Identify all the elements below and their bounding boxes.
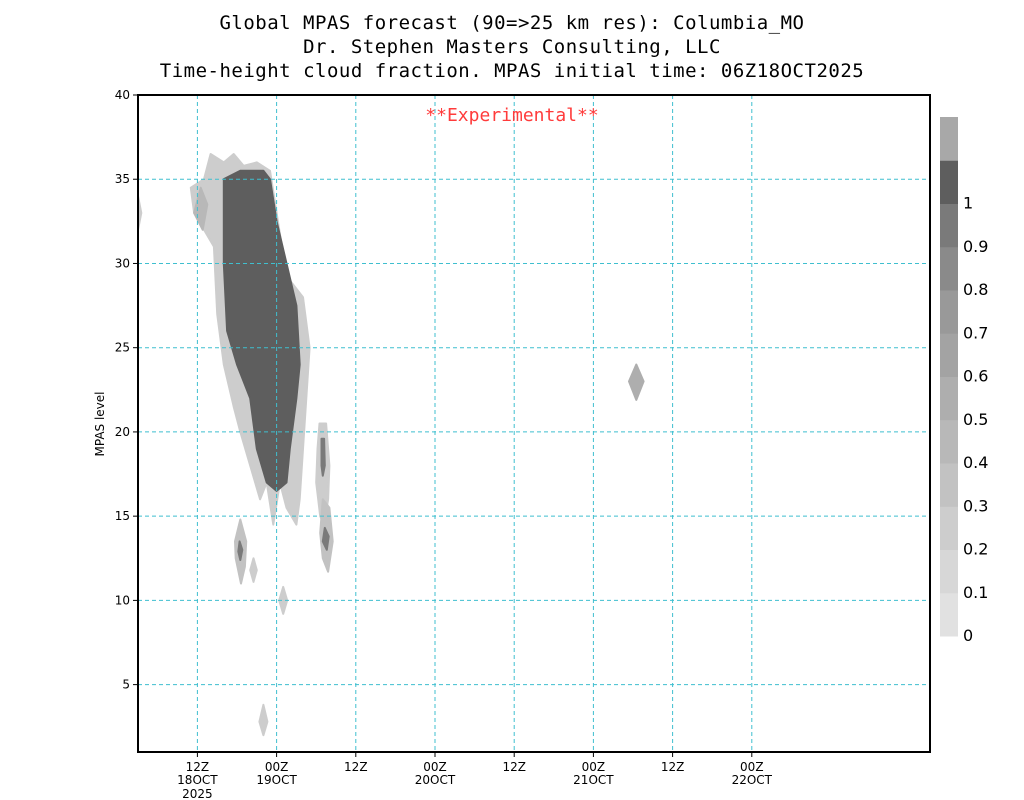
colorbar-label: 0.4 xyxy=(963,453,988,472)
colorbar-swatch xyxy=(940,549,958,594)
chart-title-line-3: Time-height cloud fraction. MPAS initial… xyxy=(159,60,865,82)
x-tick-date-label: 22OCT xyxy=(732,773,773,787)
y-tick-label: 35 xyxy=(115,172,130,186)
cloud-region xyxy=(222,169,301,492)
colorbar-swatch xyxy=(940,592,958,637)
cloud-region xyxy=(193,186,209,231)
x-tick-label: 00Z xyxy=(582,760,606,774)
colorbar-swatch xyxy=(940,506,958,550)
plot-frame xyxy=(137,94,931,753)
grid-lines xyxy=(138,95,930,752)
x-tick-label: 00Z xyxy=(265,760,289,774)
cloud-region xyxy=(249,557,258,583)
colorbar-label: 0.5 xyxy=(963,410,988,429)
y-axis: 5 10 15 20 25 30 35 40 xyxy=(115,88,138,692)
cloud-region xyxy=(320,437,326,477)
cloud-regions xyxy=(137,153,645,737)
colorbar-label: 0.2 xyxy=(963,540,988,559)
colorbar-label: 0.8 xyxy=(963,280,988,299)
colorbar-swatch xyxy=(940,160,958,204)
x-tick-date-label: 21OCT xyxy=(573,773,614,787)
colorbar-label: 1 xyxy=(963,194,973,213)
colorbar-swatch xyxy=(940,333,958,377)
colorbar-swatch xyxy=(940,117,958,161)
x-tick-label: 12Z xyxy=(661,760,685,774)
y-tick-label: 40 xyxy=(115,88,130,102)
x-tick-year-label: 2025 xyxy=(182,787,213,800)
y-tick-label: 30 xyxy=(115,256,130,270)
chart-title-line-1: Global MPAS forecast (90=>25 km res): Co… xyxy=(219,12,805,34)
colorbar-swatch xyxy=(940,246,958,291)
y-axis-label: MPAS level xyxy=(93,392,107,457)
x-tick-label: 12Z xyxy=(186,760,210,774)
cloud-region xyxy=(237,540,244,561)
colorbar-label: 0.6 xyxy=(963,367,988,386)
colorbar-label: 0.7 xyxy=(963,323,988,342)
colorbar: 0 0.1 0.2 0.3 0.4 0.5 0.6 0.7 0.8 0.9 1 xyxy=(940,117,988,645)
x-tick-date-label: 19OCT xyxy=(256,773,297,787)
colorbar-label: 0.1 xyxy=(963,583,988,602)
colorbar-swatch xyxy=(940,463,958,507)
colorbar-label: 0.3 xyxy=(963,496,988,515)
chart-title-line-2: Dr. Stephen Masters Consulting, LLC xyxy=(303,36,721,58)
y-tick-label: 10 xyxy=(115,593,130,607)
y-tick-label: 15 xyxy=(115,509,130,523)
cloud-region xyxy=(278,585,289,615)
colorbar-swatch xyxy=(940,419,958,464)
x-tick-date-label: 20OCT xyxy=(415,773,456,787)
colorbar-swatch xyxy=(940,376,958,421)
x-tick-label: 00Z xyxy=(740,760,764,774)
x-tick-date-label: 18OCT xyxy=(177,773,218,787)
colorbar-label: 0.9 xyxy=(963,237,988,256)
cloud-region xyxy=(628,363,645,401)
colorbar-label: 0 xyxy=(963,626,973,645)
y-tick-label: 20 xyxy=(115,425,130,439)
y-tick-label: 5 xyxy=(122,678,130,692)
x-tick-label: 12Z xyxy=(344,760,368,774)
y-tick-label: 25 xyxy=(115,341,130,355)
cloud-region xyxy=(321,526,330,551)
colorbar-swatch xyxy=(940,203,958,248)
x-tick-label: 12Z xyxy=(502,760,526,774)
cloud-region xyxy=(258,703,269,737)
x-tick-label: 00Z xyxy=(423,760,447,774)
colorbar-swatch xyxy=(940,290,958,334)
experimental-annotation: **Experimental** xyxy=(425,105,598,126)
